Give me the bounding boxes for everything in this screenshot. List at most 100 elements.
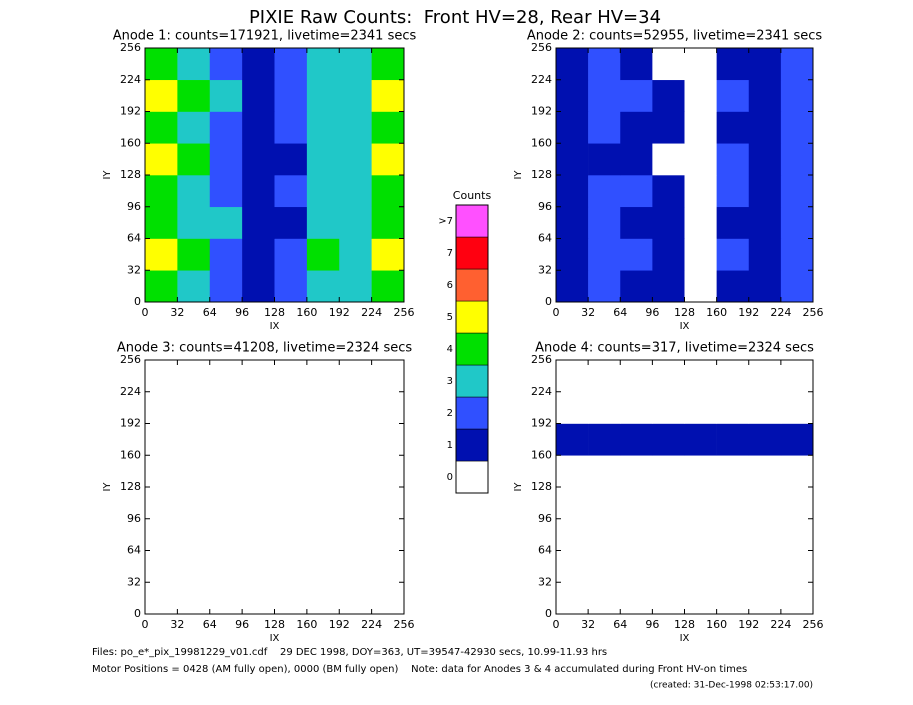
heatmap-cell — [242, 518, 275, 551]
colorbar-label: 3 — [447, 376, 453, 387]
x-tick-label: 192 — [329, 306, 350, 319]
heatmap-cell — [339, 550, 372, 583]
heatmap-cell — [209, 143, 243, 176]
y-tick-label: 128 — [120, 168, 141, 181]
colorbar-swatch — [455, 364, 489, 398]
heatmap-cell — [684, 206, 717, 239]
heatmap-cell — [274, 79, 308, 112]
heatmap-cell — [209, 582, 243, 615]
y-tick-label: 192 — [531, 105, 552, 118]
heatmap-cell — [306, 391, 340, 424]
x-tick-label: 32 — [581, 618, 595, 631]
heatmap-cell — [145, 391, 178, 424]
heatmap-cell — [339, 391, 372, 424]
y-tick-label: 64 — [538, 232, 552, 245]
main-title: PIXIE Raw Counts: Front HV=28, Rear HV=3… — [249, 7, 661, 28]
heatmap-cell — [684, 550, 717, 583]
heatmap-cell — [716, 238, 750, 271]
panel-title: Anode 3: counts=41208, livetime=2324 sec… — [117, 341, 413, 356]
heatmap-cell — [588, 487, 621, 520]
heatmap-cell — [209, 391, 243, 424]
colorbar-label: 1 — [447, 440, 453, 451]
heatmap-cell — [177, 270, 211, 303]
heatmap-cell — [652, 582, 685, 615]
heatmap-cell — [242, 48, 275, 81]
heatmap-cell — [748, 79, 782, 112]
heatmap-cell — [716, 206, 750, 239]
heatmap-cell — [556, 360, 589, 393]
heatmap-cell — [748, 391, 782, 424]
heatmap-cell — [177, 111, 211, 144]
heatmap-cell — [684, 455, 717, 488]
heatmap-cell — [177, 79, 211, 112]
heatmap-cell — [716, 360, 750, 393]
heatmap-cell — [177, 360, 211, 393]
heatmap-cell — [177, 143, 211, 176]
heatmap-cell — [339, 487, 372, 520]
x-tick-label: 192 — [738, 618, 759, 631]
heatmap-cell — [556, 143, 589, 176]
heatmap-cell — [306, 270, 340, 303]
heatmap-cell — [556, 582, 589, 615]
heatmap-cell — [177, 518, 211, 551]
heatmap-cell — [339, 270, 372, 303]
colorbar-swatch — [455, 332, 489, 366]
heatmap-cell — [371, 206, 405, 239]
heatmap-cell — [780, 391, 814, 424]
heatmap-cell — [209, 48, 243, 81]
heatmap-cell — [306, 143, 340, 176]
x-tick-label: 64 — [613, 618, 627, 631]
heatmap-cell — [339, 175, 372, 208]
x-tick-label: 0 — [142, 306, 149, 319]
heatmap-cell — [588, 518, 621, 551]
heatmap-cell — [716, 143, 750, 176]
heatmap-cell — [306, 455, 340, 488]
heatmap-cell — [652, 143, 685, 176]
x-tick-label: 64 — [203, 618, 217, 631]
heatmap-cell — [780, 79, 814, 112]
heatmap-cell — [242, 143, 275, 176]
heatmap-cell — [780, 143, 814, 176]
heatmap-cell — [306, 487, 340, 520]
heatmap-cell — [556, 455, 589, 488]
heatmap-cell — [652, 360, 685, 393]
heatmap-cell — [716, 79, 750, 112]
footer-line: (created: 31-Dec-1998 02:53:17.00) — [650, 681, 813, 691]
heatmap-cell — [588, 143, 621, 176]
heatmap-cell — [274, 360, 308, 393]
heatmap-cell — [306, 518, 340, 551]
heatmap-cell — [371, 143, 405, 176]
heatmap-cell — [274, 455, 308, 488]
heatmap-cell — [780, 238, 814, 271]
heatmap-cell — [748, 175, 782, 208]
heatmap-cell — [177, 455, 211, 488]
heatmap-cell — [556, 79, 589, 112]
colorbar-label: 2 — [447, 408, 453, 419]
heatmap-cell — [748, 48, 782, 81]
heatmap-cell — [620, 143, 653, 176]
y-tick-label: 96 — [538, 512, 552, 525]
x-tick-label: 160 — [706, 306, 727, 319]
heatmap-cell — [177, 582, 211, 615]
heatmap-cell — [145, 582, 178, 615]
heatmap-cell — [177, 487, 211, 520]
heatmap-cell — [748, 111, 782, 144]
heatmap-cell — [716, 391, 750, 424]
heatmap-cell — [652, 487, 685, 520]
heatmap-cell — [274, 238, 308, 271]
heatmap-cell — [556, 487, 589, 520]
heatmap-cell — [684, 360, 717, 393]
heatmap-cell — [242, 238, 275, 271]
heatmap-cell — [274, 48, 308, 81]
heatmap-cell — [274, 423, 308, 456]
x-tick-label: 0 — [553, 618, 560, 631]
heatmap-cell — [780, 111, 814, 144]
y-tick-label: 32 — [538, 263, 552, 276]
y-axis-label: IY — [102, 170, 113, 180]
heatmap-cell — [748, 550, 782, 583]
heatmap-cell — [716, 550, 750, 583]
heatmap-cell — [652, 111, 685, 144]
x-tick-label: 96 — [235, 618, 249, 631]
heatmap-cell — [780, 206, 814, 239]
